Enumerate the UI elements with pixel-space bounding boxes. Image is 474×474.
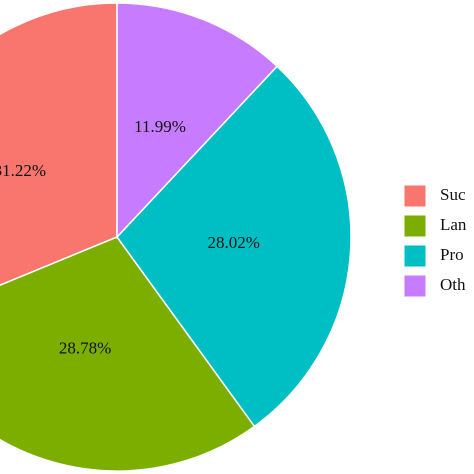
pie-slice [0,236,256,472]
legend-swatch [403,214,427,238]
data-label: 28.78% [59,338,111,357]
data-label: 31.22% [0,161,46,180]
legend-swatch [403,274,427,298]
legend-label: Oth [440,275,466,294]
pie-slice [116,65,352,428]
legend-label: Pro [440,245,464,264]
legend-swatch [403,244,427,268]
data-label: 11.99% [134,117,186,136]
pie-slice [116,2,279,239]
data-label: 28.02% [208,233,260,252]
legend-label: Lan [440,215,467,234]
pie-slice [0,2,118,286]
legend-label: Suc [440,185,466,204]
legend-swatch [403,184,427,208]
